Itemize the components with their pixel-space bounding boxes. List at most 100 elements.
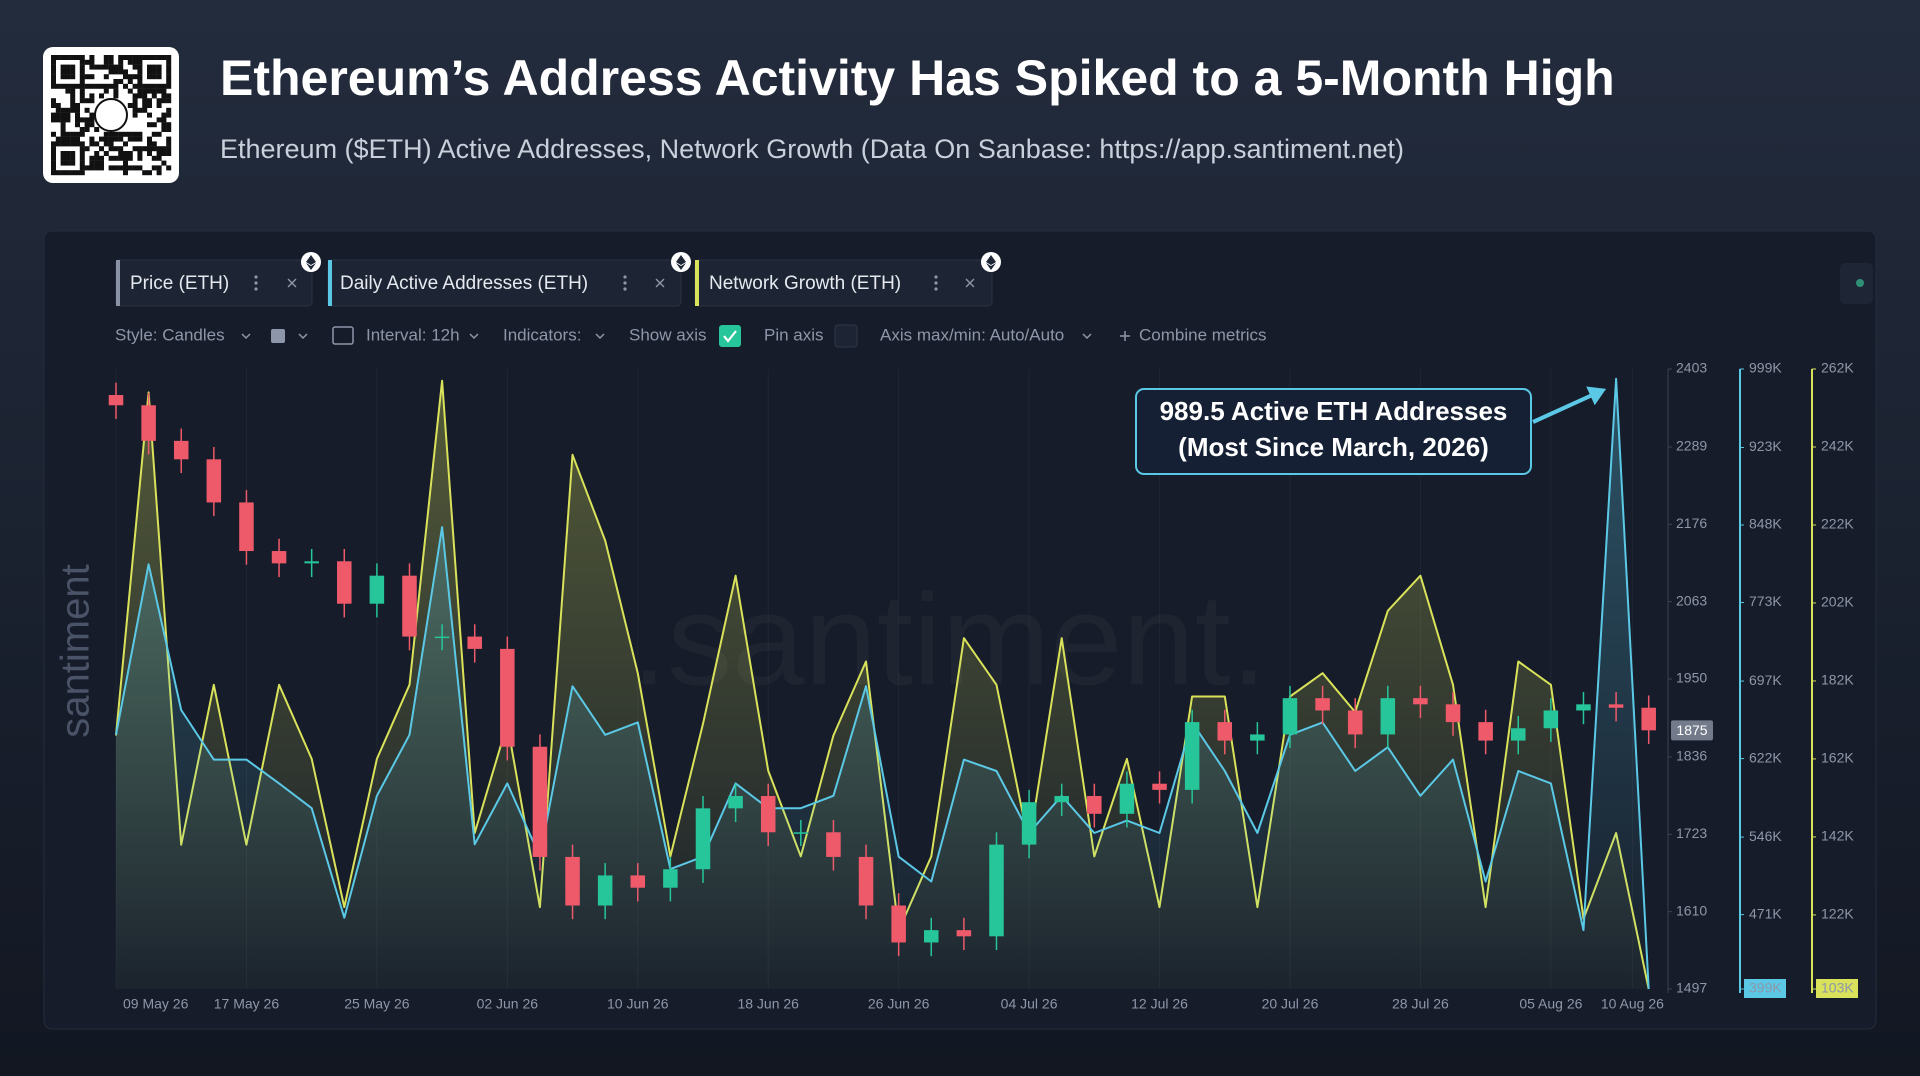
indicators-select[interactable]: Indicators: [503, 325, 581, 344]
qr-module [118, 151, 124, 156]
qr-module [123, 160, 128, 166]
qr-module [79, 79, 85, 84]
x-tick-label: 02 Jun 26 [477, 996, 539, 1012]
qr-module [60, 155, 66, 161]
qr-module [108, 131, 114, 137]
qr-module [156, 131, 162, 137]
plus-icon [1120, 331, 1130, 341]
qr-module [137, 136, 143, 142]
qr-module [79, 170, 85, 176]
chevron [241, 333, 251, 340]
qr-module [70, 74, 76, 80]
qr-module [89, 59, 95, 65]
candle-body [1413, 698, 1428, 705]
qr-module [123, 141, 128, 147]
qr-module [60, 136, 66, 142]
qr-module [127, 55, 133, 60]
qr-module [113, 131, 119, 137]
x-tick-label: 17 May 26 [214, 996, 280, 1012]
qr-module [142, 98, 148, 104]
qr-module [70, 170, 76, 176]
style-select[interactable]: Style: Candles [115, 325, 225, 344]
qr-module [79, 88, 85, 94]
qr-module [51, 59, 56, 65]
qr-module [161, 98, 167, 104]
qr-module [103, 131, 109, 137]
annotation-text: (Most Since March, 2026) [1178, 432, 1489, 462]
qr-module [166, 146, 172, 152]
qr-module [75, 122, 80, 128]
candle-body [858, 856, 874, 906]
qr-module [151, 55, 157, 60]
qr-module [51, 160, 56, 166]
show-axis-checkbox[interactable] [719, 325, 741, 347]
qr-module [70, 141, 76, 147]
qr-module [51, 103, 56, 108]
tab-label[interactable]: Price (ETH) [130, 273, 229, 294]
qr-module [137, 74, 143, 80]
qr-module [118, 64, 124, 70]
tab-label[interactable]: Network Growth (ETH) [709, 273, 901, 294]
qr-module [137, 146, 143, 152]
candle-body [1119, 783, 1135, 814]
qr-module [142, 107, 148, 113]
close-icon[interactable] [965, 278, 975, 288]
close-icon[interactable] [287, 278, 297, 288]
qr-module [103, 88, 109, 94]
qr-module [79, 98, 85, 104]
qr-module [113, 88, 119, 94]
y-tick-label: 122K [1821, 906, 1854, 922]
qr-module [142, 103, 148, 108]
interval-select[interactable]: Interval: 12h [366, 325, 460, 344]
candle-body [1543, 710, 1559, 729]
qr-module [151, 88, 157, 94]
qr-module [55, 55, 61, 60]
candle-body [1152, 783, 1167, 790]
menu-dot [623, 281, 627, 285]
qr-module [113, 64, 119, 70]
qr-module [142, 88, 148, 94]
qr-module [118, 79, 124, 84]
pin-axis-checkbox[interactable] [834, 324, 858, 348]
price-badge [1671, 720, 1713, 741]
qr-module [79, 59, 85, 65]
qr-module [113, 155, 119, 161]
qr-module [60, 107, 66, 113]
qr-module [84, 127, 90, 132]
qr-module [142, 146, 148, 152]
qr-module [132, 59, 138, 65]
qr-module [84, 74, 90, 80]
qr-module [94, 160, 100, 166]
qr-module [60, 69, 66, 75]
qr-module [151, 165, 157, 171]
qr-module [70, 64, 76, 70]
annotation-arrow [1532, 392, 1595, 424]
qr-module [94, 151, 100, 156]
x-tick-label: 12 Jul 26 [1131, 996, 1188, 1012]
tab-label[interactable]: Daily Active Addresses (ETH) [340, 273, 588, 294]
qr-module [60, 131, 66, 137]
qr-module [65, 55, 71, 60]
color-swatch[interactable] [271, 329, 285, 343]
candle-body [467, 636, 482, 649]
qr-module [161, 146, 167, 152]
qr-module [70, 69, 76, 75]
axis-range-select[interactable]: Axis max/min: Auto/Auto [880, 325, 1064, 344]
combine-metrics[interactable]: Combine metrics [1139, 325, 1267, 344]
qr-module [103, 59, 109, 65]
qr-module [123, 155, 128, 161]
qr-module [118, 69, 124, 75]
qr-module [65, 83, 71, 89]
close-icon[interactable] [655, 278, 665, 288]
qr-module [147, 112, 152, 118]
qr-module [60, 151, 66, 156]
x-tick-label: 09 May 26 [123, 996, 189, 1012]
qr-module [51, 98, 56, 104]
qr-module [75, 141, 80, 147]
qr-module [166, 69, 172, 75]
y-tick-label: 162K [1821, 750, 1854, 766]
y-tick-label: 103K [1821, 980, 1854, 996]
qr-module [94, 141, 100, 147]
menu-dot [934, 287, 938, 291]
candle-body [1608, 704, 1624, 708]
